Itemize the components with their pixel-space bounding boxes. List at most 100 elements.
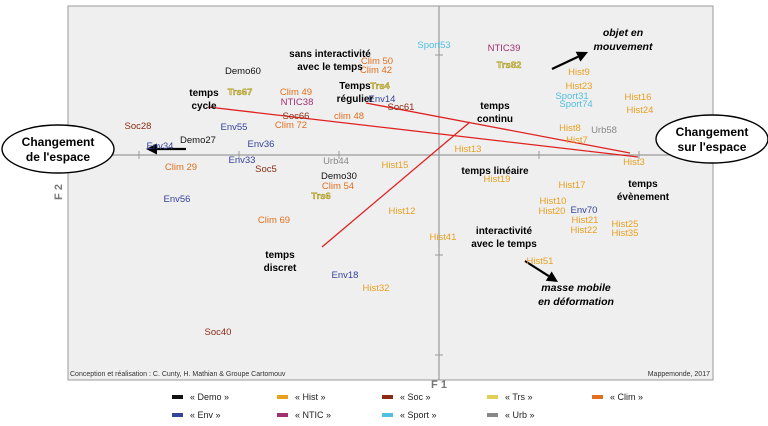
legend-item: « Demo » — [172, 392, 229, 402]
point-label: Urb44 — [323, 156, 349, 167]
point-label: Trs82 — [497, 60, 522, 71]
annotation-text: évènement — [617, 192, 670, 203]
point-label: Hist16 — [625, 92, 652, 103]
point-label: Trs6 — [311, 191, 331, 202]
legend-swatch — [487, 413, 498, 417]
arrow-shaft — [524, 260, 550, 278]
point-label: Clim 29 — [165, 162, 197, 173]
italic-annotation-text: mouvement — [594, 41, 653, 53]
legend-swatch — [277, 413, 288, 417]
point-label: Hist51 — [527, 256, 554, 267]
italic-annotation-text: objet en — [603, 27, 643, 39]
point-label: Clim 49 — [280, 87, 312, 98]
legend-label: « Clim » — [610, 392, 644, 402]
point-label: Hist35 — [612, 228, 639, 239]
legend-item: « NTIC » — [277, 410, 331, 420]
annotation-text: régulier — [337, 94, 374, 105]
credit-left: Conception et réalisation : C. Cunty, H.… — [70, 371, 286, 378]
point-label: Demo27 — [180, 135, 216, 146]
point-label: Trs67 — [228, 87, 253, 98]
x-axis-label: F 1 — [431, 379, 447, 390]
point-label: Trs4 — [370, 81, 390, 92]
annotation-text: temps linéaire — [461, 166, 529, 177]
legend-label: « NTIC » — [295, 410, 332, 420]
legend-swatch — [487, 395, 498, 399]
legend-item: « Trs » — [487, 392, 533, 402]
point-label: Hist24 — [627, 105, 654, 116]
legend-swatch — [172, 413, 183, 417]
point-label: Hist13 — [455, 144, 482, 155]
point-label: Env56 — [164, 194, 191, 205]
ellipse-box — [655, 114, 768, 164]
point-label: Sport31 — [555, 91, 588, 102]
legend-item: « Clim » — [592, 392, 643, 402]
legend-swatch — [172, 395, 183, 399]
ellipse-box-text: sur l'espace — [678, 140, 747, 154]
credit-right: Mappemonde, 2017 — [648, 371, 710, 378]
annotation-text: cycle — [191, 101, 216, 112]
point-label: Env34 — [147, 141, 174, 152]
legend-label: « Urb » — [505, 410, 535, 420]
annotation-text: avec le temps — [471, 239, 537, 250]
ellipse-box — [1, 124, 115, 174]
point-label: Demo60 — [225, 66, 261, 77]
point-label: Hist22 — [571, 225, 598, 236]
point-label: Env33 — [229, 155, 256, 166]
point-label: Soc40 — [205, 327, 232, 338]
legend-item: « Urb » — [487, 410, 535, 420]
legend-item: « Soc » — [382, 392, 431, 402]
trend-lines — [207, 102, 639, 248]
annotation-text: temps — [189, 88, 219, 99]
annotation-text: avec le temps — [297, 62, 363, 73]
point-label: Soc5 — [255, 164, 277, 175]
annotation-text: continu — [477, 114, 513, 125]
point-label: NTIC38 — [281, 97, 314, 108]
legend-swatch — [592, 395, 603, 399]
annotations: sans interactivité avec le temps temps cycl… — [189, 27, 670, 308]
point-label: Sport74 — [559, 99, 592, 110]
point-label: Demo30 — [321, 171, 357, 182]
legend-label: « Trs » — [505, 392, 533, 402]
axes — [68, 6, 713, 380]
point-label: Hist32 — [363, 283, 390, 294]
point-label: Hist19 — [484, 174, 511, 185]
point-label: Env55 — [221, 122, 248, 133]
legend-label: « Env » — [190, 410, 221, 420]
point-label: Hist7 — [566, 135, 588, 146]
annotation-text: temps — [480, 101, 510, 112]
point-label: Hist12 — [389, 206, 416, 217]
trend-line — [207, 106, 639, 158]
legend-label: « Sport » — [400, 410, 437, 420]
legend-item: « Sport » — [382, 410, 437, 420]
point-label: Hist15 — [382, 160, 409, 171]
point-label: Hist25 — [612, 219, 639, 230]
point-label: Clim 69 — [258, 215, 290, 226]
point-label: Hist9 — [568, 67, 590, 78]
point-label: Sport53 — [417, 40, 450, 51]
arrow-head — [575, 51, 588, 62]
point-label: NTIC39 — [488, 43, 521, 54]
ellipse-box-text: Changement — [676, 125, 749, 139]
point-label: Soc61 — [388, 102, 415, 113]
legend-label: « Hist » — [295, 392, 326, 402]
arrow-shaft — [551, 55, 579, 70]
point-label: Urb58 — [591, 125, 617, 136]
ellipse-box-text: Changement — [22, 135, 95, 149]
annotation-text: interactivité — [476, 226, 533, 237]
point-label: clim 48 — [334, 111, 364, 122]
point-label: Soc28 — [125, 121, 152, 132]
italic-annotation-text: masse mobile — [541, 282, 611, 294]
arrow-head — [146, 143, 157, 155]
point-label: Clim 50 — [361, 56, 393, 67]
italic-annotation-text: en déformation — [538, 296, 614, 308]
point-label: Hist21 — [572, 215, 599, 226]
point-label: Hist3 — [623, 157, 645, 168]
legend-label: « Soc » — [400, 392, 431, 402]
trend-line — [365, 102, 631, 154]
point-label: Hist20 — [539, 206, 566, 217]
point-label: Env36 — [248, 139, 275, 150]
point-label: Env18 — [332, 270, 359, 281]
